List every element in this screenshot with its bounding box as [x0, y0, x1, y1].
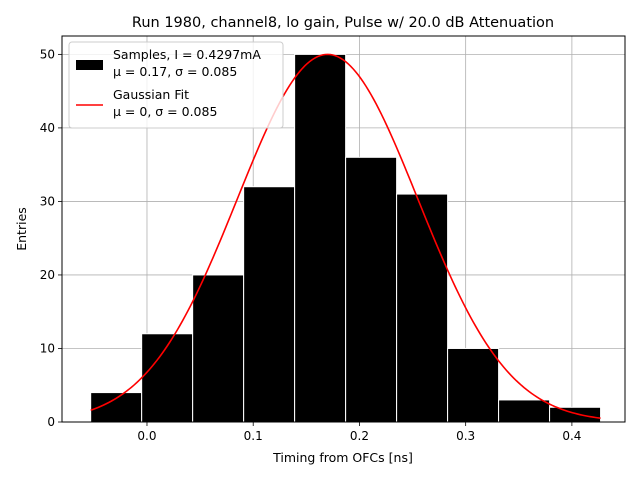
histogram-bar: [294, 53, 347, 423]
y-tick-label: 50: [40, 47, 55, 61]
histogram-bar: [396, 193, 449, 423]
legend-fit-stats: μ = 0, σ = 0.085: [113, 104, 217, 119]
histogram-bar: [192, 274, 245, 423]
histogram-bar: [243, 186, 296, 423]
y-tick-label: 30: [40, 194, 55, 208]
histogram-bar: [549, 406, 602, 423]
x-tick-label: 0.3: [456, 429, 475, 443]
y-tick-label: 0: [47, 415, 55, 429]
y-axis-ticks: 0 10 20 30 40 50: [40, 47, 62, 429]
legend-fit-label: Gaussian Fit: [113, 87, 189, 102]
y-axis-label: Entries: [14, 207, 29, 251]
y-tick-label: 20: [40, 268, 55, 282]
y-tick-label: 40: [40, 121, 55, 135]
x-tick-label: 0.2: [350, 429, 369, 443]
x-axis-ticks: 0.0 0.1 0.2 0.3 0.4: [137, 422, 581, 443]
x-axis-label: Timing from OFCs [ns]: [272, 450, 413, 465]
legend-samples-stats: μ = 0.17, σ = 0.085: [113, 64, 237, 79]
histogram-bar: [345, 156, 398, 423]
legend-samples-swatch: [76, 60, 103, 70]
histogram-bar: [447, 347, 500, 423]
y-tick-label: 10: [40, 341, 55, 355]
gaussian-fit-curve: [90, 53, 601, 419]
chart-title: Run 1980, channel8, lo gain, Pulse w/ 20…: [132, 15, 554, 31]
histogram-bars: [90, 53, 602, 423]
legend-samples-label: Samples, I = 0.4297mA: [113, 47, 261, 62]
histogram-bar: [141, 333, 194, 423]
legend: Samples, I = 0.4297mA μ = 0.17, σ = 0.08…: [68, 41, 284, 129]
histogram-bar: [498, 399, 551, 423]
x-tick-label: 0.0: [137, 429, 156, 443]
legend-box: [68, 41, 284, 129]
x-tick-label: 0.1: [244, 429, 263, 443]
plot-frame: [61, 35, 626, 423]
x-tick-label: 0.4: [562, 429, 581, 443]
